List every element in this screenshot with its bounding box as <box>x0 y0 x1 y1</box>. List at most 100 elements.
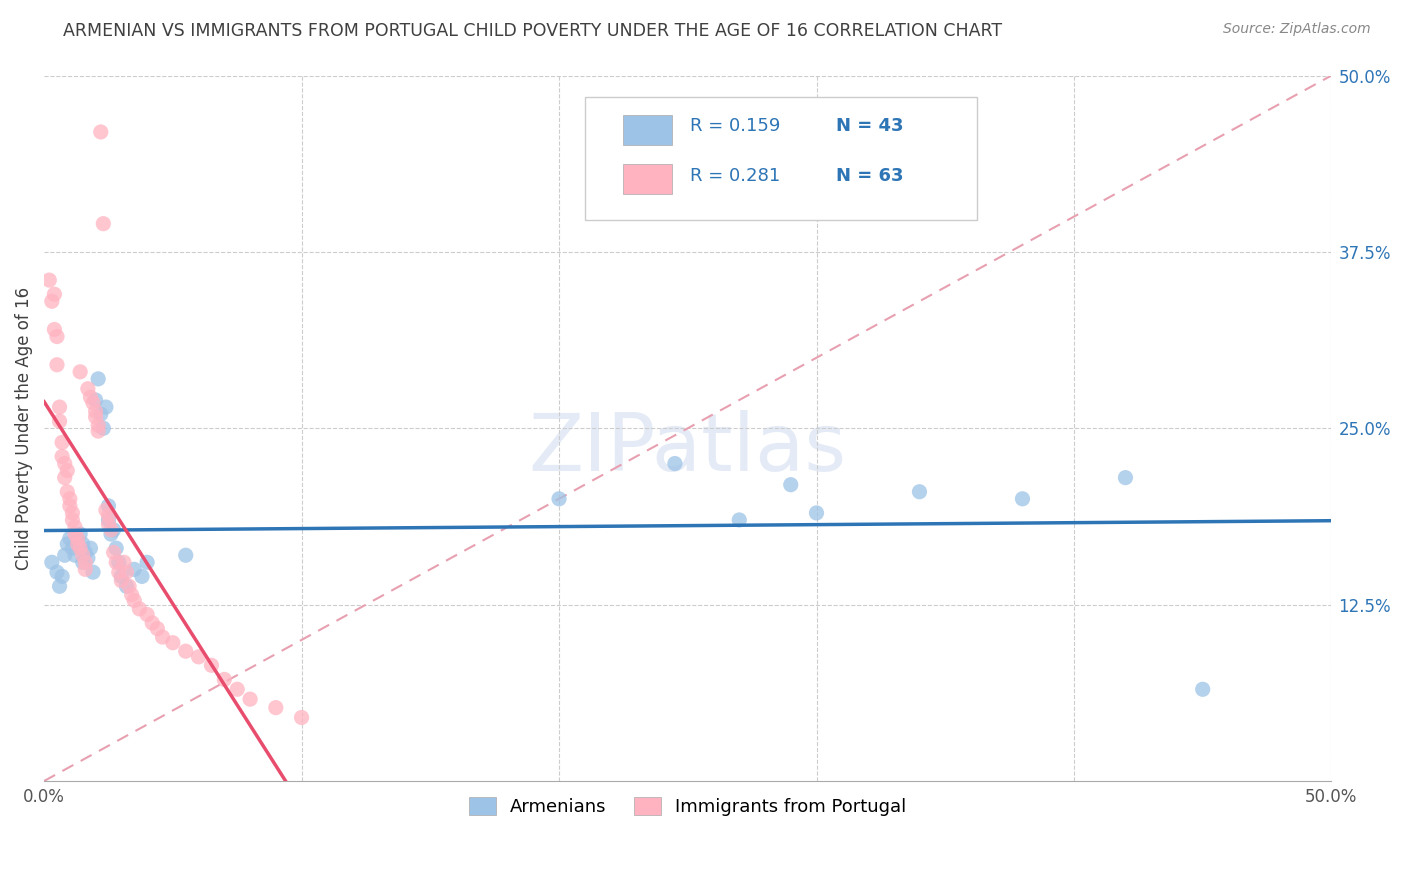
Point <box>63 520 86 534</box>
Point <box>110 569 132 583</box>
Point <box>548 491 571 506</box>
Point <box>82 396 104 410</box>
Point <box>115 565 138 579</box>
Point <box>84 392 107 407</box>
Point <box>75 562 97 576</box>
Point <box>53 548 76 562</box>
Point <box>115 579 138 593</box>
Point <box>79 390 101 404</box>
Point <box>290 710 312 724</box>
Point <box>75 545 97 559</box>
Point <box>174 644 197 658</box>
Point <box>226 682 249 697</box>
Point <box>59 531 82 545</box>
Point <box>152 630 174 644</box>
Point <box>48 414 70 428</box>
Point <box>141 615 163 630</box>
Point <box>97 517 120 532</box>
Point <box>77 551 100 566</box>
Point <box>72 537 94 551</box>
Point <box>72 555 94 569</box>
Point <box>121 588 143 602</box>
Point <box>107 555 129 569</box>
Point <box>69 541 91 556</box>
Point <box>200 658 222 673</box>
Point <box>48 400 70 414</box>
Point <box>264 700 287 714</box>
Point <box>41 294 63 309</box>
Point <box>100 527 122 541</box>
Point <box>146 622 169 636</box>
Point <box>87 418 110 433</box>
Point <box>136 555 159 569</box>
Point <box>66 531 89 545</box>
Y-axis label: Child Poverty Under the Age of 16: Child Poverty Under the Age of 16 <box>15 286 32 570</box>
Point <box>41 555 63 569</box>
Point <box>103 523 125 537</box>
Point <box>239 692 262 706</box>
Point <box>105 555 128 569</box>
Point <box>84 404 107 418</box>
Point <box>62 541 84 556</box>
Point <box>56 484 79 499</box>
Point <box>51 450 73 464</box>
Point <box>46 565 69 579</box>
Text: ARMENIAN VS IMMIGRANTS FROM PORTUGAL CHILD POVERTY UNDER THE AGE OF 16 CORRELATI: ARMENIAN VS IMMIGRANTS FROM PORTUGAL CHI… <box>63 22 1002 40</box>
Point <box>62 513 84 527</box>
Point <box>44 322 66 336</box>
Point <box>84 409 107 424</box>
Point <box>100 523 122 537</box>
Point <box>77 382 100 396</box>
Point <box>87 372 110 386</box>
Point <box>136 607 159 622</box>
Point <box>806 506 828 520</box>
Point <box>162 636 184 650</box>
Point <box>1011 491 1033 506</box>
Point <box>56 537 79 551</box>
FancyBboxPatch shape <box>623 164 672 194</box>
Point <box>66 534 89 549</box>
Point <box>38 273 60 287</box>
Point <box>90 125 112 139</box>
Point <box>131 569 153 583</box>
Point <box>69 365 91 379</box>
Point <box>44 287 66 301</box>
Point <box>59 491 82 506</box>
Text: Source: ZipAtlas.com: Source: ZipAtlas.com <box>1223 22 1371 37</box>
Point <box>118 579 141 593</box>
Text: ZIPatlas: ZIPatlas <box>529 410 846 489</box>
Point <box>56 464 79 478</box>
Point <box>46 358 69 372</box>
Point <box>97 508 120 523</box>
Point <box>59 499 82 513</box>
Point <box>51 569 73 583</box>
Point <box>103 545 125 559</box>
Point <box>53 457 76 471</box>
Point <box>110 574 132 588</box>
Point <box>187 649 209 664</box>
Point <box>46 329 69 343</box>
Text: R = 0.159: R = 0.159 <box>690 118 780 136</box>
Point <box>107 565 129 579</box>
Point <box>728 513 751 527</box>
Point <box>128 602 150 616</box>
Point <box>122 562 145 576</box>
Point <box>105 541 128 556</box>
Text: N = 63: N = 63 <box>835 167 903 185</box>
Point <box>91 421 114 435</box>
Text: N = 43: N = 43 <box>835 118 903 136</box>
Point <box>90 407 112 421</box>
Text: R = 0.281: R = 0.281 <box>690 167 780 185</box>
Point <box>664 457 686 471</box>
Point <box>94 400 117 414</box>
Point <box>79 541 101 556</box>
Point <box>63 548 86 562</box>
Point <box>112 555 135 569</box>
FancyBboxPatch shape <box>623 115 672 145</box>
Point <box>1114 470 1136 484</box>
Point <box>122 593 145 607</box>
FancyBboxPatch shape <box>585 96 977 220</box>
Point <box>69 527 91 541</box>
Point <box>97 499 120 513</box>
Point <box>48 579 70 593</box>
